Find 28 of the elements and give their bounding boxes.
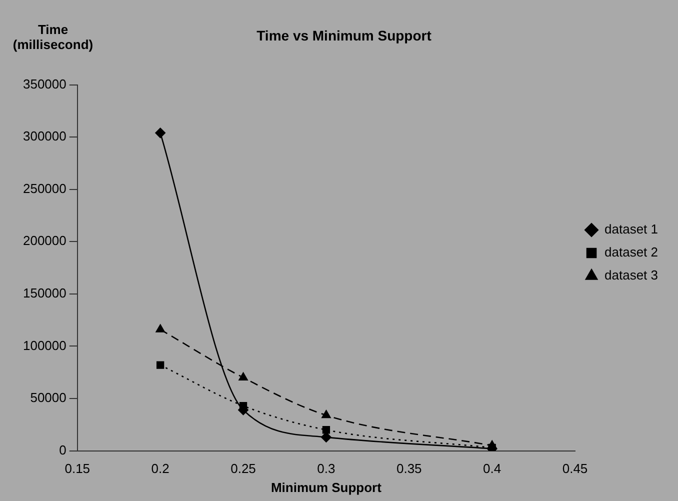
point — [322, 410, 331, 418]
legend-label: dataset 2 — [604, 244, 658, 260]
point — [322, 426, 330, 434]
x-tick-label: 0.25 — [230, 461, 256, 476]
x-tick-label: 0.4 — [483, 461, 502, 476]
chart-title: Time vs Minimum Support — [256, 27, 432, 44]
y-tick-label: 250000 — [22, 180, 66, 196]
y-tick-label: 150000 — [22, 286, 66, 301]
x-tick-label: 0.35 — [396, 461, 422, 476]
y-tick-label: 100000 — [22, 338, 66, 353]
y-tick-label: 0 — [59, 442, 66, 458]
x-axis-title: Minimum Support — [270, 480, 382, 495]
x-tick-label: 0.45 — [562, 461, 588, 476]
y-tick-label: 350000 — [22, 76, 66, 92]
legend-label: dataset 3 — [604, 268, 658, 283]
x-tick-label: 0.15 — [64, 461, 90, 476]
y-tick-label: 50000 — [30, 390, 66, 406]
point — [238, 372, 248, 380]
y-tick-label: 200000 — [22, 233, 66, 248]
point — [156, 324, 165, 332]
y-tick-label: 300000 — [22, 128, 66, 144]
legend-label: dataset 1 — [604, 222, 658, 237]
point — [321, 432, 332, 442]
x-tick-label: 0.3 — [317, 461, 336, 476]
y-axis-title: Time (millisecond) — [12, 22, 94, 52]
point — [156, 361, 164, 369]
point — [155, 128, 166, 138]
x-tick-label: 0.2 — [151, 461, 170, 476]
